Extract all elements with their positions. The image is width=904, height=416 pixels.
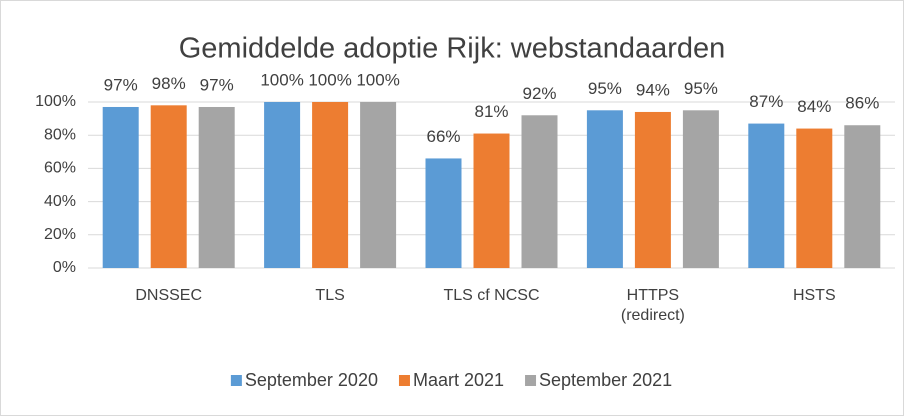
- bar: [796, 128, 833, 268]
- data-label: 66%: [426, 127, 460, 146]
- y-tick-label: 60%: [44, 160, 76, 177]
- bar: [748, 123, 785, 268]
- data-label: 100%: [356, 70, 399, 89]
- data-label: 84%: [797, 97, 831, 116]
- bar: [264, 102, 301, 268]
- x-tick-label: HTTPS (redirect): [620, 287, 685, 324]
- bar: [473, 133, 510, 268]
- x-tick-label: HSTS: [792, 287, 836, 304]
- bar: [360, 102, 397, 268]
- bar: [102, 106, 139, 268]
- legend-label: September 2020: [245, 370, 378, 390]
- y-tick-label: 80%: [44, 126, 76, 143]
- legend-swatch: [525, 375, 537, 386]
- x-tick-label: TLS cf NCSC: [443, 287, 540, 304]
- data-label: 100%: [308, 70, 351, 89]
- y-tick-label: 20%: [44, 226, 76, 243]
- data-label: 81%: [474, 102, 508, 121]
- bar: [150, 105, 187, 268]
- bar: [198, 106, 235, 268]
- y-tick-label: 100%: [35, 93, 76, 110]
- data-label: 97%: [200, 75, 234, 94]
- legend-label: Maart 2021: [413, 370, 504, 390]
- data-label: 95%: [588, 79, 622, 98]
- y-tick-label: 0%: [53, 259, 76, 276]
- data-label: 92%: [522, 84, 556, 103]
- bar: [521, 115, 558, 268]
- chart-title: Gemiddelde adoptie Rijk: webstandaarden: [179, 33, 726, 65]
- legend-swatch: [398, 375, 410, 386]
- y-tick-label: 40%: [44, 193, 76, 210]
- bar: [586, 110, 623, 268]
- x-tick-label: DNSSEC: [135, 287, 203, 304]
- bar: [682, 110, 719, 268]
- data-label: 98%: [152, 74, 186, 93]
- data-label: 97%: [104, 75, 138, 94]
- data-label: 100%: [260, 70, 303, 89]
- bar: [425, 158, 462, 268]
- legend-label: September 2021: [539, 370, 672, 390]
- x-tick-label: TLS: [315, 287, 345, 304]
- legend-swatch: [230, 375, 242, 386]
- data-label: 94%: [636, 80, 670, 99]
- bar: [844, 125, 881, 269]
- data-label: 95%: [684, 79, 718, 98]
- bar: [312, 102, 349, 268]
- data-label: 87%: [749, 92, 783, 111]
- data-label: 86%: [845, 94, 879, 113]
- bar: [634, 111, 671, 269]
